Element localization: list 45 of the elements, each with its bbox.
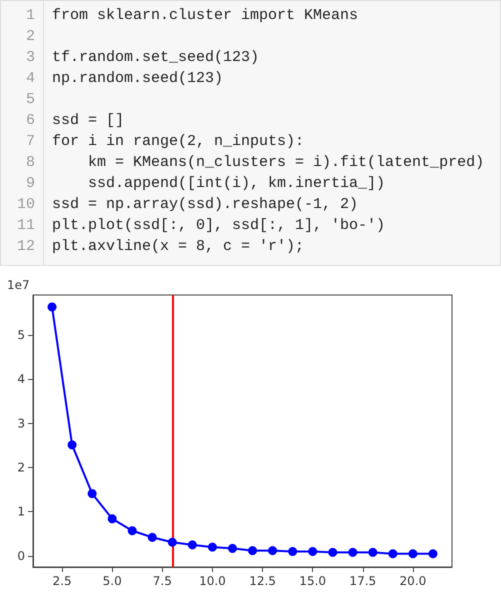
text: 12 plt.axvline(x = 8, c = 'r'); — [16, 238, 304, 255]
point — [368, 548, 378, 557]
point — [68, 440, 77, 450]
y-axis-title: 1e7 — [7, 278, 30, 292]
point — [228, 544, 237, 553]
y-tick-label: 4 — [17, 372, 25, 386]
text: 8 km = KMeans(n_clusters = i).fit(latent_pred) — [26, 154, 484, 171]
point — [188, 540, 197, 550]
x-tick-label: 20.0 — [400, 574, 426, 588]
point — [168, 538, 177, 547]
text: 11 plt.plot(ssd[:, 0], ssd[:, 1], 'bo-') — [16, 217, 386, 234]
text: 10 ssd = np.array(ssd).reshape(-1, 2) — [16, 196, 358, 213]
y-tick-label: 1 — [17, 504, 25, 519]
point — [48, 302, 57, 312]
point — [128, 526, 137, 536]
y-tick-label: 2 — [17, 460, 25, 474]
text: 6 ssd = [] — [24, 112, 124, 129]
point — [288, 547, 298, 556]
point — [348, 548, 358, 557]
point — [148, 532, 157, 542]
x-tick-label: 15.0 — [299, 574, 326, 588]
point — [248, 546, 258, 556]
x-tick-label: 7.5 — [152, 574, 172, 588]
point — [388, 549, 398, 558]
point — [408, 549, 418, 558]
text: 4 np.random.seed(123) — [24, 70, 224, 87]
x-tick-label: 17.5 — [349, 574, 376, 588]
point — [428, 549, 438, 558]
point — [208, 542, 217, 552]
x-tick-label: 2.5 — [52, 574, 72, 588]
text: 7 for i in range(2, n_inputs): — [24, 133, 304, 150]
x-tick-label: 10.0 — [199, 574, 226, 588]
point — [308, 547, 318, 556]
y-tick-label: 5 — [17, 328, 25, 342]
y-tick-label: 3 — [17, 416, 25, 430]
x-tick-label: 12.5 — [249, 574, 276, 588]
point — [268, 546, 278, 556]
text: 9 ssd.append([int(i), km.inertia_]) — [26, 175, 386, 192]
point — [328, 548, 338, 557]
point — [108, 514, 117, 524]
y-tick-label: 0 — [17, 548, 25, 563]
point — [88, 489, 97, 498]
text: 3 tf.random.set_seed(123) — [24, 49, 260, 66]
text: 1 from sklearn.cluster import KMeans — [24, 7, 358, 24]
x-tick-label: 5.0 — [102, 574, 122, 588]
